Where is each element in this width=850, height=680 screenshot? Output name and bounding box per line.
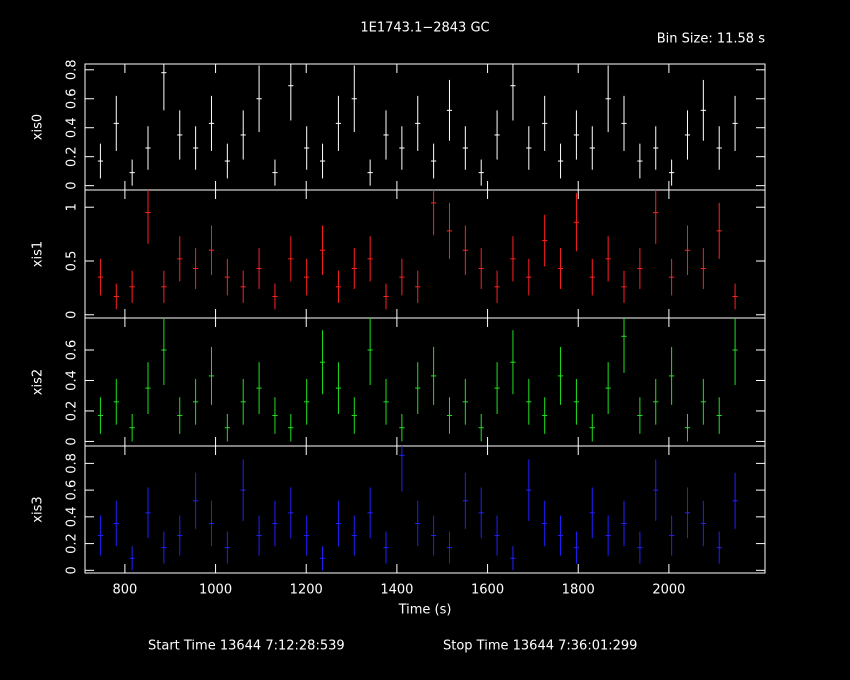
chart-title: 1E1743.1−2843 GC bbox=[360, 21, 489, 36]
y-tick-label: 0.2 bbox=[65, 533, 80, 554]
y-tick-label: 0.2 bbox=[65, 401, 80, 422]
x-tick-label: 1200 bbox=[290, 583, 323, 598]
y-axis-label: xis3 bbox=[31, 496, 46, 522]
y-tick-label: 0.4 bbox=[65, 370, 80, 391]
series bbox=[97, 446, 738, 571]
y-tick-label: 0 bbox=[65, 566, 80, 574]
series bbox=[97, 64, 738, 186]
y-tick-label: 0.4 bbox=[65, 117, 80, 138]
y-tick-label: 0.6 bbox=[65, 340, 80, 361]
y-axis-label: xis2 bbox=[31, 369, 46, 395]
series bbox=[97, 190, 738, 310]
y-tick-label: 0.5 bbox=[65, 251, 80, 272]
x-tick-label: 1400 bbox=[380, 583, 413, 598]
start-time: Start Time 13644 7:12:28:539 bbox=[148, 639, 345, 654]
y-axis-label: xis1 bbox=[31, 241, 46, 267]
x-tick-label: 2000 bbox=[652, 583, 685, 598]
bin-size: Bin Size: 11.58 s bbox=[657, 32, 765, 47]
x-axis-label: Time (s) bbox=[398, 603, 452, 618]
y-axis-label: xis0 bbox=[31, 114, 46, 140]
x-tick-label: 1000 bbox=[199, 583, 232, 598]
x-tick-label: 1600 bbox=[471, 583, 504, 598]
panel-frame bbox=[84, 445, 766, 574]
y-tick-label: 0.2 bbox=[65, 146, 80, 167]
panel-frame bbox=[84, 189, 766, 319]
series bbox=[97, 318, 738, 442]
panel-frame bbox=[84, 63, 766, 191]
y-tick-label: 0.6 bbox=[65, 88, 80, 109]
y-tick-label: 0 bbox=[65, 311, 80, 319]
y-tick-label: 0.6 bbox=[65, 480, 80, 501]
x-tick-label: 800 bbox=[112, 583, 137, 598]
x-tick-label: 1800 bbox=[562, 583, 595, 598]
stop-time: Stop Time 13644 7:36:01:299 bbox=[443, 639, 637, 654]
y-tick-label: 1 bbox=[65, 203, 80, 211]
y-tick-label: 0 bbox=[65, 437, 80, 445]
y-tick-label: 0 bbox=[65, 182, 80, 190]
panel-frame bbox=[84, 317, 766, 447]
y-tick-label: 0.8 bbox=[65, 59, 80, 80]
y-tick-label: 0.8 bbox=[65, 453, 80, 474]
y-tick-label: 0.4 bbox=[65, 507, 80, 528]
